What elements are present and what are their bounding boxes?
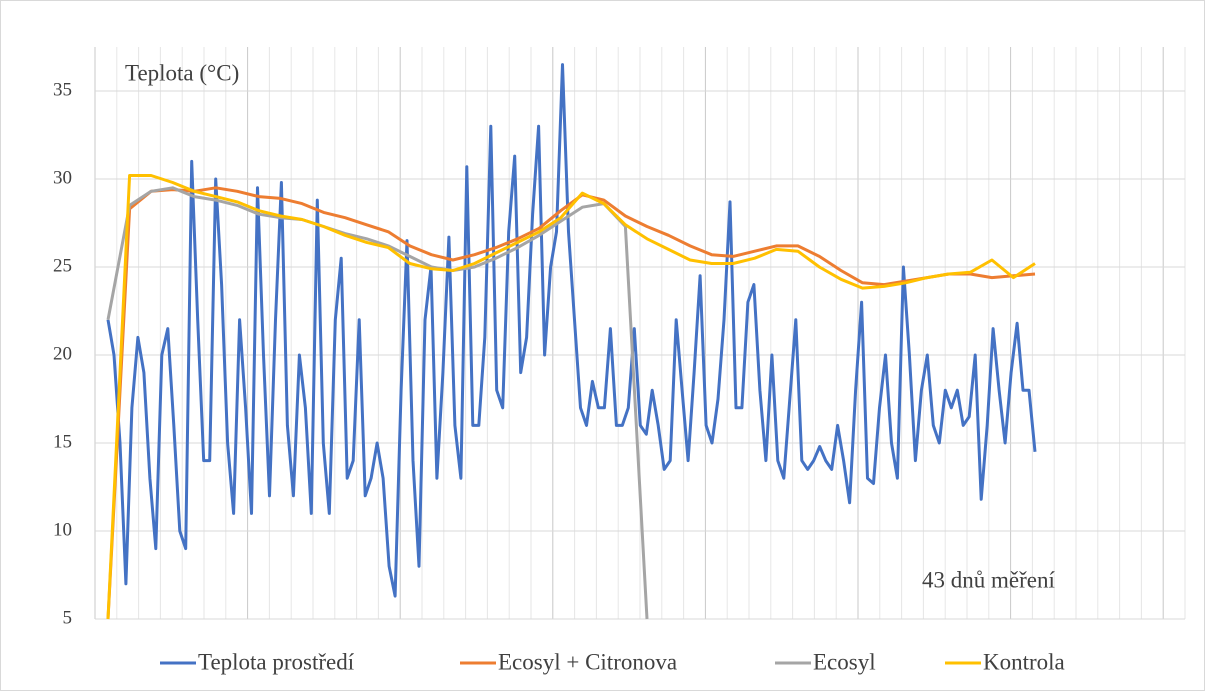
legend-label: Ecosyl (813, 649, 876, 674)
series-line (106, 174, 1036, 620)
legend-label: Kontrola (983, 649, 1065, 674)
legend-label: Teplota prostředí (198, 649, 355, 674)
y-tick-label: 20 (53, 343, 72, 364)
legend: Teplota prostředí Ecosyl + Citronova Ecosy… (160, 649, 1065, 674)
y-tick-label: 30 (53, 167, 72, 188)
y-tick-label: 5 (63, 607, 73, 628)
series-line (106, 186, 649, 620)
y-tick-label: 15 (53, 431, 72, 452)
y-tick-label: 35 (53, 79, 72, 100)
legend-label: Ecosyl + Citronova (498, 649, 677, 674)
grid: 5 10 15 20 25 30 35 (53, 47, 1186, 628)
chart-title: Teplota (°C) (125, 60, 239, 85)
plot (106, 63, 1037, 620)
series-line (106, 63, 1037, 598)
y-tick-label: 10 (53, 519, 72, 540)
annotation: 43 dnů měření (922, 567, 1055, 592)
y-tick-label: 25 (53, 255, 72, 276)
series-line (106, 186, 1036, 620)
